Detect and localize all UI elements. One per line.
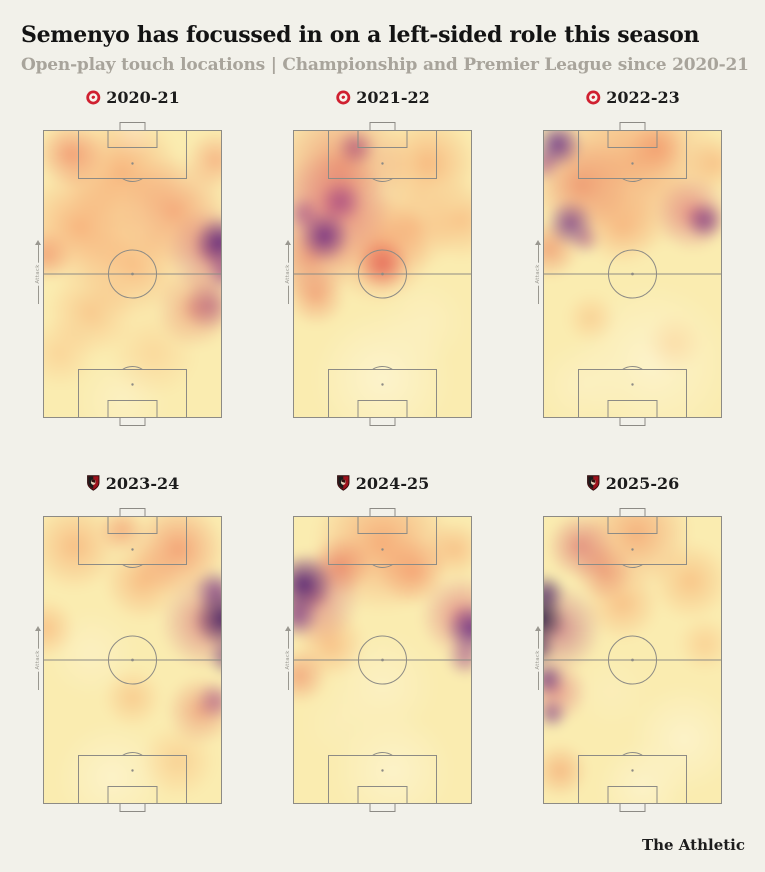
arrow-head-icon xyxy=(534,626,541,631)
attack-label: Attack xyxy=(35,648,41,672)
touch-density-heatmap xyxy=(543,516,722,804)
season-panel: 2021-22 Attack xyxy=(284,88,472,426)
arrow-head-icon xyxy=(284,626,291,631)
the-athletic-wordmark: The Athletic xyxy=(641,836,745,854)
pitch-heatmap-area xyxy=(43,516,222,804)
season-label-text: 2021-22 xyxy=(356,87,430,107)
pitch-heatmap-area xyxy=(293,130,472,418)
pitch-heatmap-area xyxy=(543,130,722,418)
season-label: 2023-24 xyxy=(86,473,179,493)
bristol-city-badge-icon xyxy=(85,90,100,105)
attack-label: Attack xyxy=(285,262,291,286)
attack-label: Attack xyxy=(535,648,541,672)
season-label-text: 2020-21 xyxy=(106,87,180,107)
season-label: 2024-25 xyxy=(336,473,429,493)
arrow-head-icon xyxy=(284,240,291,245)
attack-label: Attack xyxy=(535,262,541,286)
touch-density-heatmap xyxy=(543,130,722,418)
season-label: 2020-21 xyxy=(85,87,180,107)
season-panel: 2022-23 Attack xyxy=(534,88,722,426)
arrow-head-icon xyxy=(34,240,41,245)
pitch-heatmap-area xyxy=(543,516,722,804)
season-label: 2025-26 xyxy=(586,473,679,493)
touch-density-heatmap xyxy=(43,130,222,418)
attack-label: Attack xyxy=(35,262,41,286)
season-label-text: 2025-26 xyxy=(605,473,680,493)
touch-density-heatmap xyxy=(293,516,472,804)
afc-bournemouth-badge-icon xyxy=(586,475,600,491)
season-label-text: 2022-23 xyxy=(606,87,680,107)
season-label-text: 2023-24 xyxy=(105,473,180,493)
page-title: Semenyo has focussed in on a left-sided … xyxy=(21,22,700,48)
season-label: 2022-23 xyxy=(585,87,680,107)
season-panel: 2024-25 Attack xyxy=(284,474,472,812)
page-subtitle: Open-play touch locations | Championship… xyxy=(21,55,749,75)
season-panel: 2025-26 Attack xyxy=(534,474,722,812)
afc-bournemouth-badge-icon xyxy=(336,475,350,491)
pitch-heatmap-area xyxy=(43,130,222,418)
bristol-city-badge-icon xyxy=(335,90,350,105)
season-label-text: 2024-25 xyxy=(355,473,430,493)
arrow-head-icon xyxy=(534,240,541,245)
touch-density-heatmap xyxy=(43,516,222,804)
afc-bournemouth-badge-icon xyxy=(86,475,100,491)
season-panel: 2023-24 Attack xyxy=(34,474,222,812)
arrow-head-icon xyxy=(34,626,41,631)
pitch-heatmap-area xyxy=(293,516,472,804)
bristol-city-badge-icon xyxy=(585,90,600,105)
season-panel: 2020-21 Attack xyxy=(34,88,222,426)
attack-label: Attack xyxy=(285,648,291,672)
touch-density-heatmap xyxy=(293,130,472,418)
season-label: 2021-22 xyxy=(335,87,430,107)
